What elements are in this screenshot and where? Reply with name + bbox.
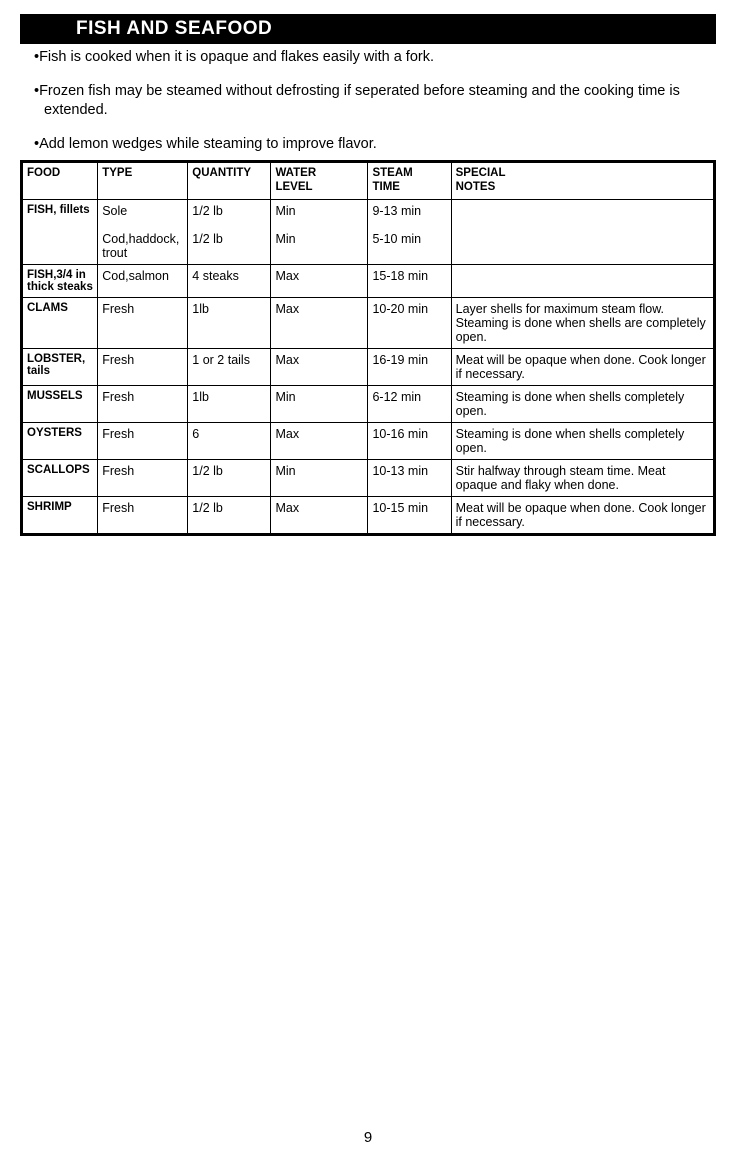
cell-food: CLAMS [22,297,98,348]
cell-water: Min [271,459,368,496]
cell-time: 10-15 min [368,496,451,534]
cell-notes: Meat will be opaque when done. Cook long… [451,496,714,534]
bullet-item: •Add lemon wedges while steaming to impr… [26,135,716,155]
cell-type: Fresh [98,297,188,348]
cell-time: 16-19 min [368,348,451,385]
cell-food: SCALLOPS [22,459,98,496]
cell-water: Max [271,297,368,348]
col-food: FOOD [22,162,98,200]
cell-quantity: 1lb [188,385,271,422]
table-row: SHRIMPFresh1/2 lbMax10-15 minMeat will b… [22,496,715,534]
cell-food: OYSTERS [22,422,98,459]
cell-notes [451,264,714,297]
cell-food: LOBSTER, tails [22,348,98,385]
cell-water: Max [271,348,368,385]
cell-quantity: 1/2 lb1/2 lb [188,199,271,264]
page: FISH AND SEAFOOD •Fish is cooked when it… [0,0,736,1156]
table-body: FISH, filletsSoleCod,haddock, trout1/2 l… [22,199,715,534]
table-row: SCALLOPSFresh1/2 lbMin10-13 minStir half… [22,459,715,496]
cell-type: Cod,salmon [98,264,188,297]
table-header: FOOD TYPE QUANTITY WATERLEVEL STEAMTIME … [22,162,715,200]
cell-time: 6-12 min [368,385,451,422]
cell-water: MinMin [271,199,368,264]
cell-quantity: 4 steaks [188,264,271,297]
cell-notes: Steaming is done when shells completely … [451,422,714,459]
cell-notes: Steaming is done when shells completely … [451,385,714,422]
table-row: FISH,3/4 in thick steaksCod,salmon4 stea… [22,264,715,297]
cell-quantity: 1lb [188,297,271,348]
cell-type: Fresh [98,348,188,385]
table-row: LOBSTER, tailsFresh1 or 2 tailsMax16-19 … [22,348,715,385]
cell-quantity: 1/2 lb [188,496,271,534]
cell-quantity: 1 or 2 tails [188,348,271,385]
bullet-item: •Frozen fish may be steamed without defr… [26,82,716,121]
table-row: MUSSELSFresh1lbMin6-12 minSteaming is do… [22,385,715,422]
cell-quantity: 6 [188,422,271,459]
cell-type: Fresh [98,422,188,459]
cell-quantity: 1/2 lb [188,459,271,496]
cell-time: 10-13 min [368,459,451,496]
cell-type: Fresh [98,496,188,534]
col-type: TYPE [98,162,188,200]
cell-water: Max [271,264,368,297]
cell-time: 9-13 min5-10 min [368,199,451,264]
cell-notes [451,199,714,264]
cell-water: Max [271,496,368,534]
cell-food: SHRIMP [22,496,98,534]
col-time: STEAMTIME [368,162,451,200]
cell-notes: Layer shells for maximum steam flow. Ste… [451,297,714,348]
steaming-table: FOOD TYPE QUANTITY WATERLEVEL STEAMTIME … [20,160,716,536]
cell-type: Fresh [98,385,188,422]
cell-time: 15-18 min [368,264,451,297]
table-row: FISH, filletsSoleCod,haddock, trout1/2 l… [22,199,715,264]
section-banner: FISH AND SEAFOOD [20,14,716,44]
cell-water: Max [271,422,368,459]
cell-notes: Stir halfway through steam time. Meat op… [451,459,714,496]
cell-water: Min [271,385,368,422]
table-row: OYSTERSFresh6Max10-16 minSteaming is don… [22,422,715,459]
col-notes: SPECIALNOTES [451,162,714,200]
bullet-item: •Fish is cooked when it is opaque and fl… [26,48,716,68]
cell-time: 10-16 min [368,422,451,459]
cell-food: FISH,3/4 in thick steaks [22,264,98,297]
cell-type: Fresh [98,459,188,496]
page-number: 9 [0,1129,736,1146]
banner-title: FISH AND SEAFOOD [76,18,272,39]
bullet-list: •Fish is cooked when it is opaque and fl… [26,48,716,154]
cell-notes: Meat will be opaque when done. Cook long… [451,348,714,385]
cell-time: 10-20 min [368,297,451,348]
cell-food: MUSSELS [22,385,98,422]
cell-type: SoleCod,haddock, trout [98,199,188,264]
col-quantity: QUANTITY [188,162,271,200]
col-water: WATERLEVEL [271,162,368,200]
table-row: CLAMSFresh1lbMax10-20 minLayer shells fo… [22,297,715,348]
cell-food: FISH, fillets [22,199,98,264]
